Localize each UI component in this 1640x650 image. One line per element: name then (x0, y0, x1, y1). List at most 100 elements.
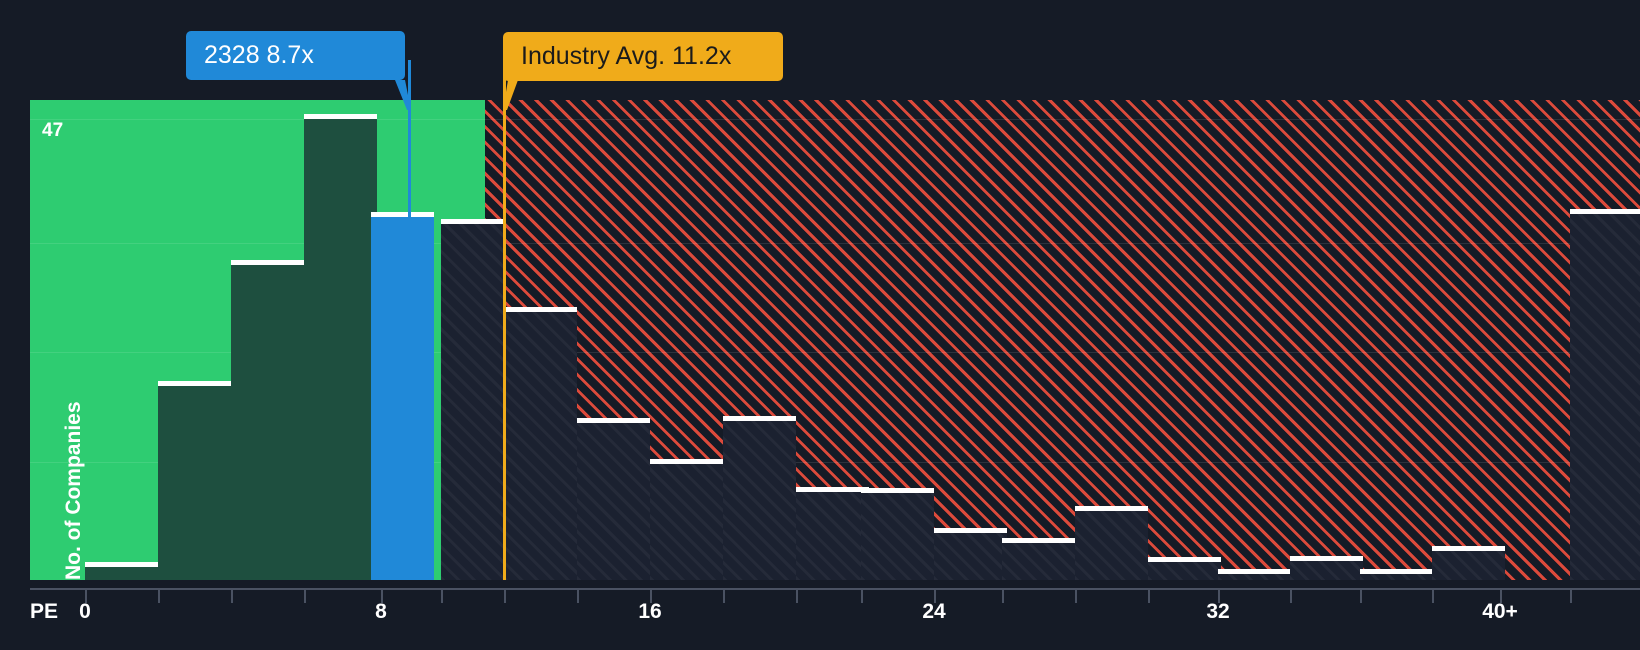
bar-fill (861, 493, 934, 580)
x-axis-tick (381, 590, 383, 603)
histogram-bar[interactable] (1002, 538, 1075, 580)
gridline (30, 119, 1640, 120)
x-axis-tick (1290, 590, 1292, 603)
histogram-bar[interactable] (1432, 546, 1505, 580)
bar-fill (304, 119, 377, 580)
bar-top-cap (231, 260, 304, 265)
bar-top-cap (1218, 569, 1291, 574)
histogram-bar[interactable] (504, 307, 577, 580)
bar-top-cap (371, 212, 434, 217)
bar-fill (1002, 543, 1075, 580)
bar-fill (1075, 511, 1148, 580)
histogram-bar[interactable] (158, 381, 231, 580)
bar-fill (371, 217, 434, 580)
x-axis-tick (231, 590, 233, 603)
bar-fill (577, 423, 650, 580)
bar-fill (650, 464, 723, 580)
histogram-bar[interactable] (231, 260, 304, 580)
histogram-bar[interactable] (796, 487, 869, 580)
x-axis-tick (1218, 590, 1220, 603)
bar-top-cap (723, 416, 796, 421)
x-axis-tick (1075, 590, 1077, 603)
histogram-bar[interactable] (1360, 569, 1433, 580)
x-axis-tick (85, 590, 87, 603)
histogram-bar[interactable] (934, 528, 1007, 580)
bar-top-cap (85, 562, 158, 567)
bar-top-cap (934, 528, 1007, 533)
histogram-bar[interactable] (85, 562, 158, 580)
x-axis-tick-label: 8 (375, 600, 387, 623)
bar-fill (1360, 574, 1433, 580)
histogram-bar[interactable] (861, 488, 934, 580)
bar-fill (1290, 561, 1363, 580)
y-axis-title: No. of Companies (62, 401, 85, 580)
x-axis-tick (441, 590, 443, 603)
bar-fill (1218, 574, 1291, 580)
x-axis-line (30, 588, 1640, 590)
x-axis-tick (723, 590, 725, 603)
bar-fill (1148, 562, 1221, 580)
histogram-bar[interactable] (1290, 556, 1363, 580)
x-axis-tick (1500, 590, 1502, 603)
x-axis-tick (796, 590, 798, 603)
bar-fill (796, 492, 869, 580)
overvalued-region-background (485, 100, 1640, 580)
x-axis-tick (158, 590, 160, 603)
x-axis-tick (1148, 590, 1150, 603)
industry-average-tooltip[interactable]: Industry Avg. 11.2x (503, 32, 783, 81)
bar-top-cap (1360, 569, 1433, 574)
x-axis-tick (1002, 590, 1004, 603)
bar-fill (231, 265, 304, 580)
x-axis-prefix-label: PE (30, 600, 59, 623)
x-axis-tick (577, 590, 579, 603)
bar-top-cap (1002, 538, 1075, 543)
bar-top-cap (1570, 209, 1640, 214)
x-axis-tick-label: 0 (79, 600, 91, 623)
histogram-bar[interactable] (441, 219, 504, 580)
bar-fill (1570, 214, 1640, 580)
bar-top-cap (441, 219, 504, 224)
x-axis-tick-label: 24 (922, 600, 946, 623)
x-axis-tick (1432, 590, 1434, 603)
bar-top-cap (504, 307, 577, 312)
x-axis-tick (1360, 590, 1362, 603)
bar-fill (85, 567, 158, 580)
bar-top-cap (1075, 506, 1148, 511)
bar-top-cap (796, 487, 869, 492)
x-axis-tick (304, 590, 306, 603)
x-axis-tick-label: 32 (1206, 600, 1230, 623)
histogram-bar[interactable] (1075, 506, 1148, 580)
x-axis-tick (861, 590, 863, 603)
bar-fill (1432, 551, 1505, 580)
histogram-bar[interactable] (304, 114, 377, 580)
x-axis-tick (504, 590, 506, 603)
gridline (30, 462, 1640, 463)
company-pe-tooltip[interactable]: 2328 8.7x (186, 31, 405, 80)
bar-top-cap (1290, 556, 1363, 561)
x-axis-tick (1570, 590, 1572, 603)
histogram-bar[interactable] (1148, 557, 1221, 580)
bar-fill (723, 421, 796, 580)
bar-fill (441, 224, 504, 580)
company-tooltip-tail (371, 80, 411, 110)
bar-top-cap (861, 488, 934, 493)
histogram-bar[interactable] (577, 418, 650, 580)
x-axis-tick (934, 590, 936, 603)
bar-top-cap (1432, 546, 1505, 551)
histogram-bar[interactable] (650, 459, 723, 580)
company-marker-line (408, 60, 411, 580)
x-axis-tick-label: 16 (638, 600, 662, 623)
histogram-bar[interactable] (1570, 209, 1640, 580)
histogram-bar[interactable] (723, 416, 796, 580)
histogram-bar[interactable] (371, 212, 434, 580)
bar-fill (934, 533, 1007, 580)
x-axis-tick-label: 40+ (1482, 600, 1518, 623)
bar-fill (158, 386, 231, 580)
gridline (30, 243, 1640, 244)
y-axis-max-label: 47 (42, 120, 64, 141)
bar-top-cap (1148, 557, 1221, 562)
histogram-bar[interactable] (1218, 569, 1291, 580)
bar-top-cap (304, 114, 377, 119)
